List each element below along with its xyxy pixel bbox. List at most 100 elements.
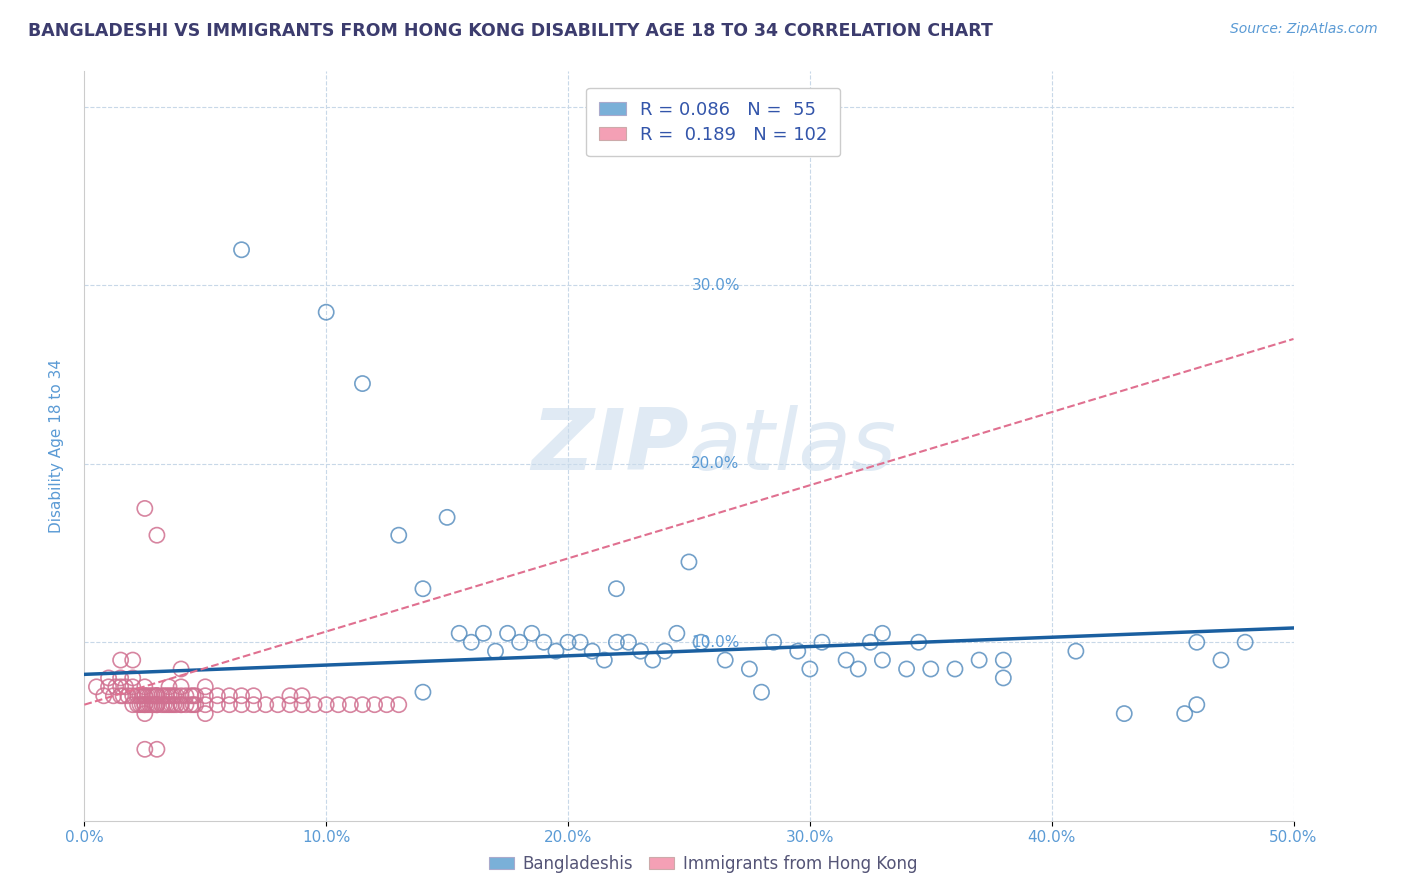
Point — [194, 689, 217, 703]
Point — [86, 680, 108, 694]
Point — [163, 689, 186, 703]
Point — [129, 698, 152, 712]
Point — [181, 689, 204, 703]
Point — [315, 698, 337, 712]
Point — [231, 243, 253, 257]
Point — [104, 680, 127, 694]
Point — [138, 689, 160, 703]
Point — [184, 689, 207, 703]
Point — [194, 698, 217, 712]
Point — [170, 698, 193, 712]
Point — [412, 582, 434, 596]
Point — [544, 644, 567, 658]
Legend: R = 0.086   N =  55, R =  0.189   N = 102: R = 0.086 N = 55, R = 0.189 N = 102 — [586, 88, 841, 156]
Point — [143, 689, 166, 703]
Point — [714, 653, 737, 667]
Point — [134, 698, 156, 712]
Point — [218, 689, 240, 703]
Point — [134, 742, 156, 756]
Point — [1185, 635, 1208, 649]
Point — [496, 626, 519, 640]
Point — [155, 698, 177, 712]
Point — [412, 685, 434, 699]
Point — [180, 698, 202, 712]
Point — [129, 689, 152, 703]
Point — [920, 662, 942, 676]
Point — [93, 689, 115, 703]
Point — [170, 689, 193, 703]
Text: 30.0%: 30.0% — [692, 278, 740, 293]
Point — [872, 626, 894, 640]
Y-axis label: Disability Age 18 to 34: Disability Age 18 to 34 — [49, 359, 63, 533]
Point — [141, 698, 163, 712]
Point — [1114, 706, 1136, 721]
Point — [605, 582, 627, 596]
Point — [630, 644, 652, 658]
Point — [110, 689, 132, 703]
Point — [110, 671, 132, 685]
Point — [134, 501, 156, 516]
Point — [146, 689, 169, 703]
Point — [194, 680, 217, 694]
Point — [436, 510, 458, 524]
Point — [1064, 644, 1087, 658]
Point — [328, 698, 350, 712]
Point — [605, 635, 627, 649]
Point — [617, 635, 640, 649]
Point — [1209, 653, 1232, 667]
Point — [146, 528, 169, 542]
Point — [278, 698, 301, 712]
Point — [278, 689, 301, 703]
Point — [859, 635, 882, 649]
Point — [678, 555, 700, 569]
Point — [181, 698, 204, 712]
Point — [131, 689, 153, 703]
Point — [786, 644, 808, 658]
Text: 10.0%: 10.0% — [692, 635, 740, 649]
Point — [170, 662, 193, 676]
Point — [242, 698, 264, 712]
Point — [388, 528, 411, 542]
Point — [170, 698, 193, 712]
Point — [738, 662, 761, 676]
Point — [131, 698, 153, 712]
Point — [134, 689, 156, 703]
Point — [375, 698, 398, 712]
Point — [134, 680, 156, 694]
Point — [146, 689, 169, 703]
Point — [352, 376, 374, 391]
Text: 20.0%: 20.0% — [692, 457, 740, 471]
Point — [967, 653, 990, 667]
Point — [127, 689, 149, 703]
Legend: Bangladeshis, Immigrants from Hong Kong: Bangladeshis, Immigrants from Hong Kong — [482, 848, 924, 880]
Point — [641, 653, 664, 667]
Point — [218, 698, 240, 712]
Point — [112, 689, 135, 703]
Point — [134, 689, 156, 703]
Point — [146, 698, 169, 712]
Point — [110, 680, 132, 694]
Point — [315, 305, 337, 319]
Point — [146, 698, 169, 712]
Point — [593, 653, 616, 667]
Point — [509, 635, 531, 649]
Point — [363, 698, 385, 712]
Point — [762, 635, 785, 649]
Point — [943, 662, 966, 676]
Text: atlas: atlas — [689, 404, 897, 488]
Point — [484, 644, 506, 658]
Point — [157, 680, 180, 694]
Point — [103, 689, 125, 703]
Point — [1185, 698, 1208, 712]
Point — [117, 689, 139, 703]
Point — [569, 635, 592, 649]
Point — [121, 698, 143, 712]
Point — [654, 644, 676, 658]
Point — [110, 653, 132, 667]
Point — [472, 626, 495, 640]
Point — [207, 698, 229, 712]
Point — [121, 689, 143, 703]
Point — [138, 698, 160, 712]
Point — [150, 698, 173, 712]
Point — [127, 698, 149, 712]
